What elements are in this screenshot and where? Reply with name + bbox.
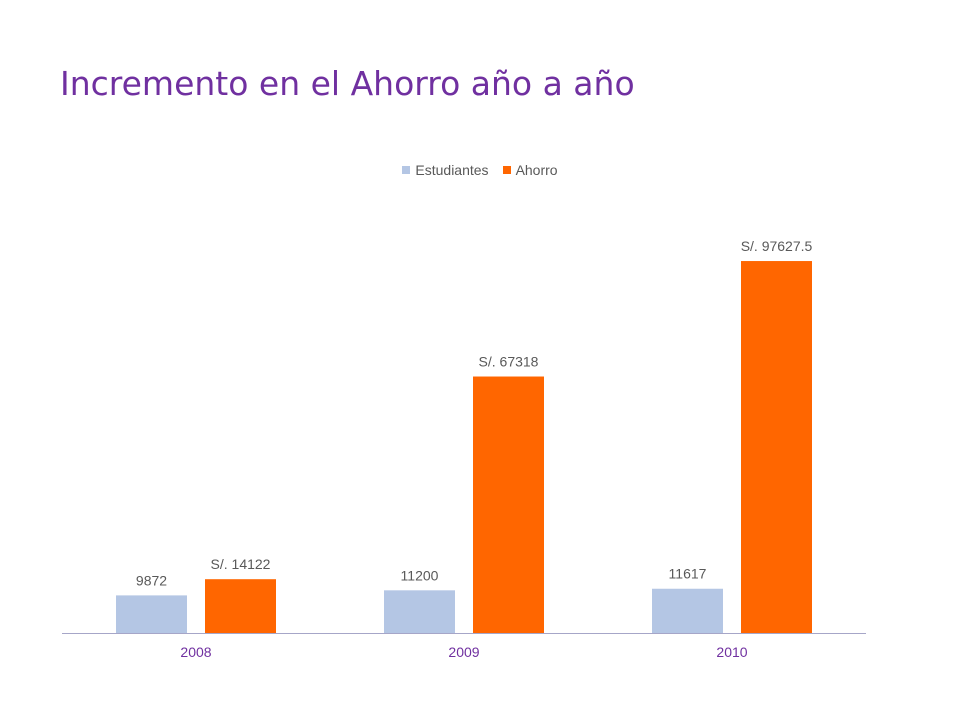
legend-label-ahorro: Ahorro <box>515 162 558 178</box>
bar-ahorro-2010 <box>741 261 812 633</box>
legend-swatch-ahorro <box>502 166 511 174</box>
data-label-ahorro-2008: S/. 14122 <box>211 556 271 572</box>
chart-legend: Estudiantes Ahorro <box>0 162 960 178</box>
legend-label-estudiantes: Estudiantes <box>415 162 489 178</box>
data-label-estudiantes-2009: 11200 <box>401 567 439 583</box>
x-tick-label-2009: 2009 <box>448 644 479 660</box>
legend-swatch-estudiantes <box>402 166 411 174</box>
bar-estudiantes-2009 <box>384 590 455 633</box>
x-tick-label-2008: 2008 <box>180 644 211 660</box>
legend-item-estudiantes: Estudiantes <box>402 162 489 178</box>
data-label-ahorro-2010: S/. 97627.5 <box>741 238 813 254</box>
data-label-estudiantes-2010: 11617 <box>669 566 707 582</box>
bar-ahorro-2009 <box>473 376 544 633</box>
bar-estudiantes-2010 <box>652 588 723 633</box>
x-tick-label-2010: 2010 <box>716 644 747 660</box>
bar-ahorro-2008 <box>205 579 276 633</box>
data-label-estudiantes-2008: 9872 <box>136 572 167 588</box>
legend-item-ahorro: Ahorro <box>502 162 558 178</box>
bar-estudiantes-2008 <box>116 595 187 633</box>
page-title: Incremento en el Ahorro año a año <box>60 64 635 103</box>
data-label-ahorro-2009: S/. 67318 <box>479 354 539 370</box>
